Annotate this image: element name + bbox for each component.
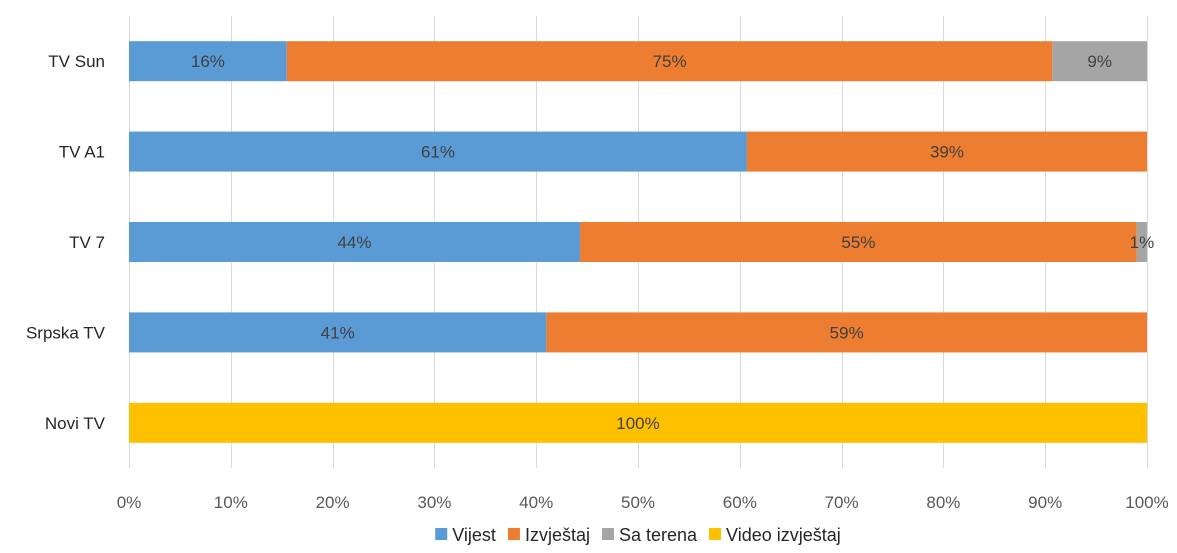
legend-swatch [709,528,722,540]
bar-segment [746,131,1147,172]
legend-swatch [507,528,520,540]
legend-label: Izvještaj [525,525,590,545]
bar-data-label: 16% [191,52,225,71]
x-tick-label: 80% [926,493,960,512]
bar-data-label: 75% [653,52,687,71]
bar-data-label: 59% [830,323,864,342]
x-tick-label: 30% [417,493,451,512]
bar-segment [129,131,747,172]
bars: 16% 75% 9% 61% 39% 44% 55% 1% 41% 59% 100% [129,41,1154,443]
bar-data-label: 39% [930,143,964,162]
bar-data-label: 100% [616,414,659,433]
legend-item: Vijest [435,525,496,545]
legend: Vijest Izvještaj Sa terena Video izvještaj [435,525,841,545]
bar-data-label: 41% [321,323,355,342]
x-tick-label: 40% [519,493,553,512]
x-tick-label: 20% [316,493,350,512]
category-label: TV Sun [48,52,105,71]
category-label: Novi TV [45,414,106,433]
bar-data-label: 1% [1130,233,1155,252]
legend-swatch [601,528,614,540]
legend-item: Izvještaj [507,525,590,545]
x-tick-label: 0% [117,493,142,512]
category-labels: TV Sun TV A1 TV 7 Srpska TV Novi TV [26,52,106,433]
bar-segment [286,41,1053,82]
legend-item: Video izvještaj [709,525,841,545]
x-tick-label: 70% [825,493,859,512]
x-tick-label: 60% [723,493,757,512]
category-label: TV A1 [59,143,105,162]
bar-segment [129,41,287,82]
category-label: TV 7 [69,233,105,252]
bar-segment [129,222,580,262]
category-label: Srpska TV [26,323,106,342]
x-tick-label: 100% [1125,493,1168,512]
legend-swatch [435,528,448,540]
legend-label: Video izvještaj [726,525,841,545]
bar-segment [579,222,1137,262]
bar-segment [1136,222,1147,262]
x-tick-label: 50% [621,493,655,512]
x-tick-label: 10% [214,493,248,512]
bar-data-label: 55% [841,233,875,252]
bar-data-label: 61% [421,143,455,162]
x-tick-labels: 0% 10% 20% 30% 40% 50% 60% 70% 80% 90% 100% [117,493,1169,512]
bar-data-label: 44% [337,233,371,252]
legend-label: Vijest [452,525,496,545]
legend-label: Sa terena [619,525,698,545]
x-tick-label: 90% [1028,493,1062,512]
bar-segment [129,402,1147,443]
bar-segment [1052,41,1147,82]
legend-item: Sa terena [601,525,698,545]
bar-data-label: 9% [1087,52,1112,71]
bar-segment [546,312,1147,353]
bar-segment [129,312,547,353]
